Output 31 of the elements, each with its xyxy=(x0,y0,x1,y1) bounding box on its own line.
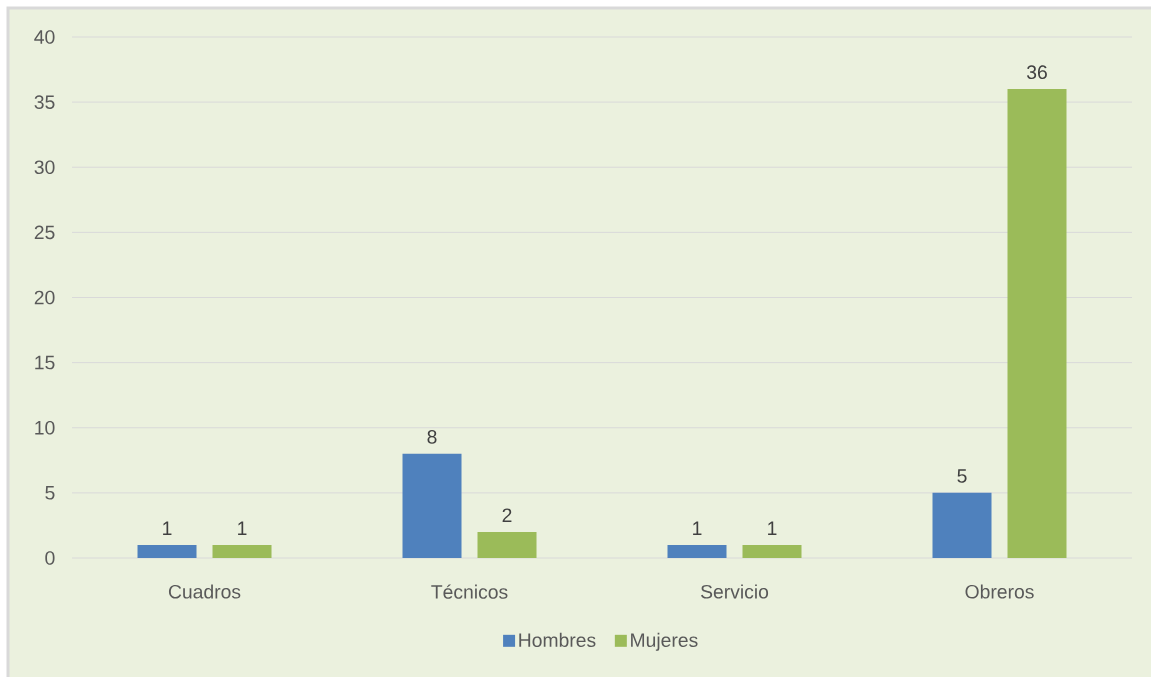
bar xyxy=(477,531,537,558)
bar xyxy=(742,544,802,558)
y-tick-label: 30 xyxy=(34,160,55,175)
data-label: 2 xyxy=(502,508,512,522)
bar xyxy=(402,453,462,558)
data-label: 1 xyxy=(768,521,777,535)
bar xyxy=(137,544,197,558)
x-tick-label: Obreros xyxy=(965,584,1034,599)
y-tick-label: 25 xyxy=(34,225,55,240)
bar xyxy=(667,544,727,558)
data-label: 36 xyxy=(1026,65,1047,80)
bar xyxy=(932,492,992,558)
legend-label: Hombres xyxy=(519,632,596,648)
y-tick-label: 40 xyxy=(34,30,55,44)
bar xyxy=(1007,89,1067,558)
bar xyxy=(212,544,272,558)
data-label: 5 xyxy=(957,469,967,483)
x-tick-label: Servicio xyxy=(701,584,769,599)
data-label: 1 xyxy=(693,521,702,535)
x-tick-label: Cuadros xyxy=(168,584,241,599)
data-label: 8 xyxy=(427,430,437,444)
data-label: 1 xyxy=(163,521,172,535)
y-tick-label: 0 xyxy=(45,551,55,565)
y-tick-label: 15 xyxy=(35,355,55,370)
y-tick-label: 5 xyxy=(45,486,55,500)
data-label: 1 xyxy=(238,521,247,535)
y-tick-label: 20 xyxy=(34,290,55,305)
legend-label: Mujeres xyxy=(631,632,698,651)
y-tick-label: 10 xyxy=(35,420,55,435)
x-tick-label: Técnicos xyxy=(431,584,508,599)
y-tick-label: 35 xyxy=(34,95,55,109)
